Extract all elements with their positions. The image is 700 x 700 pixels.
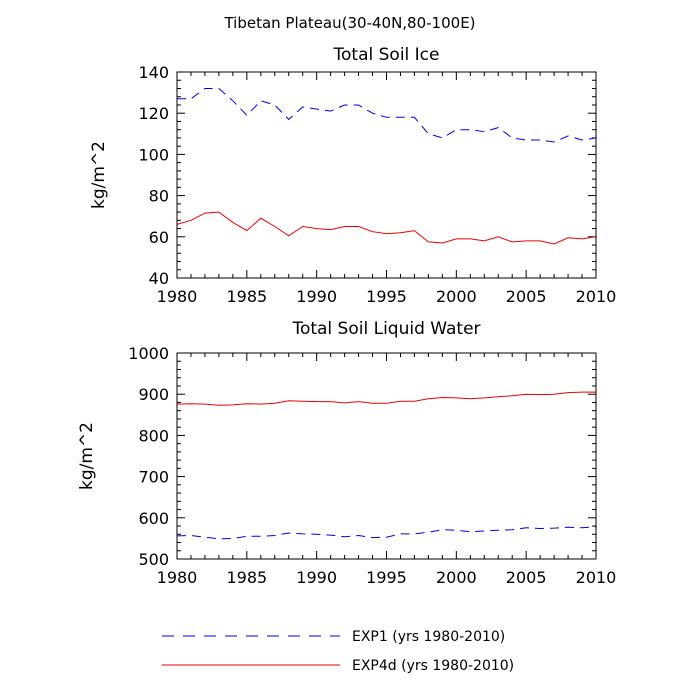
x-tick-label: 1980 (157, 568, 198, 587)
legend-label: EXP4d (yrs 1980-2010) (352, 658, 514, 674)
panel-1: Total Soil Ice 1980 1985 1990 1995 2000 2005 20… (89, 45, 616, 306)
series-line-exp1 (177, 88, 597, 143)
y-tick-label: 140 (138, 63, 169, 82)
x-tick-label: 1985 (226, 287, 267, 306)
legend-label: EXP1 (yrs 1980-2010) (352, 629, 505, 645)
y-axis-label: kg/m^2 (77, 422, 97, 490)
x-tick-label: 1980 (157, 287, 198, 306)
y-tick-label: 500 (138, 550, 169, 569)
x-tick-label: 1990 (296, 287, 337, 306)
y-tick-label: 800 (138, 426, 169, 445)
y-tick-label: 80 (149, 187, 169, 206)
panel-title: Total Soil Liquid Water (291, 319, 480, 339)
y-tick-label: 60 (149, 228, 169, 247)
y-tick-label: 100 (138, 145, 169, 164)
x-tick-label: 2010 (576, 287, 617, 306)
legend: EXP1 (yrs 1980-2010) EXP4d (yrs 1980-2010… (162, 629, 514, 674)
chart-suptitle: Tibetan Plateau(30-40N,80-100E) (223, 14, 475, 32)
x-tick-label: 1985 (226, 568, 267, 587)
series-line-exp4d (176, 211, 597, 245)
x-tick-label: 2000 (436, 287, 477, 306)
plot-frame (176, 352, 597, 560)
x-tick-label: 1990 (296, 568, 337, 587)
y-tick-label: 120 (138, 104, 169, 123)
plot-frame (176, 71, 597, 279)
x-tick-label: 2010 (576, 568, 617, 587)
series-line-exp1 (176, 526, 597, 540)
x-tick-label: 1995 (366, 568, 407, 587)
series-line-exp4d (176, 391, 596, 406)
y-axis-label: kg/m^2 (89, 141, 109, 209)
panel-2: Total Soil Liquid Water 1980 1985 1990 1995 2… (77, 319, 616, 587)
y-tick-label: 40 (149, 269, 169, 288)
x-tick-label: 2005 (506, 287, 547, 306)
y-tick-label: 900 (138, 385, 169, 404)
panel-title: Total Soil Ice (333, 45, 440, 65)
x-tick-label: 2005 (506, 568, 547, 587)
y-tick-label: 1000 (128, 344, 169, 363)
y-tick-label: 600 (138, 509, 169, 528)
x-tick-label: 1995 (366, 287, 407, 306)
x-tick-label: 2000 (436, 568, 477, 587)
y-tick-label: 700 (138, 468, 169, 487)
